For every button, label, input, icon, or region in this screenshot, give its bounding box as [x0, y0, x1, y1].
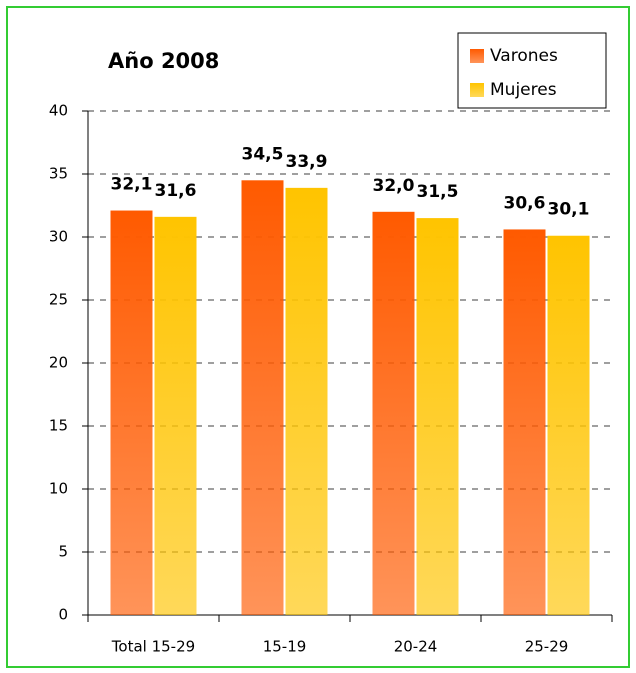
value-label: 32,1 — [111, 175, 153, 195]
value-label: 30,6 — [504, 193, 546, 213]
bar — [547, 235, 590, 616]
value-label: 32,0 — [373, 176, 415, 196]
bar — [503, 229, 546, 615]
y-tick-label: 20 — [49, 354, 68, 372]
legend-swatch — [470, 83, 484, 97]
y-tick-label: 30 — [49, 228, 68, 246]
y-tick-label: 25 — [49, 291, 68, 309]
legend-label: Varones — [490, 46, 558, 66]
y-tick-label: 35 — [49, 165, 68, 183]
value-label: 31,6 — [155, 181, 197, 201]
value-label: 31,5 — [417, 182, 459, 202]
y-tick-label: 15 — [49, 417, 68, 435]
legend-swatch — [470, 49, 484, 63]
y-tick-label: 0 — [58, 606, 68, 624]
legend-label: Mujeres — [490, 80, 557, 100]
x-tick-label: 20-24 — [394, 638, 438, 656]
y-tick-label: 5 — [58, 543, 68, 561]
value-label: 34,5 — [242, 144, 284, 164]
bar — [154, 216, 197, 615]
value-label: 30,1 — [548, 200, 590, 220]
x-tick-label: 25-29 — [525, 638, 569, 656]
chart-title: Año 2008 — [108, 49, 219, 73]
bar — [241, 180, 284, 616]
bar — [285, 187, 328, 616]
bar — [416, 218, 459, 615]
x-tick-label: Total 15-29 — [111, 638, 195, 656]
y-tick-label: 10 — [49, 480, 68, 498]
bar — [110, 210, 153, 616]
y-tick-label: 40 — [49, 102, 68, 120]
bar — [372, 211, 415, 616]
value-label: 33,9 — [286, 152, 328, 172]
x-tick-label: 15-19 — [263, 638, 307, 656]
